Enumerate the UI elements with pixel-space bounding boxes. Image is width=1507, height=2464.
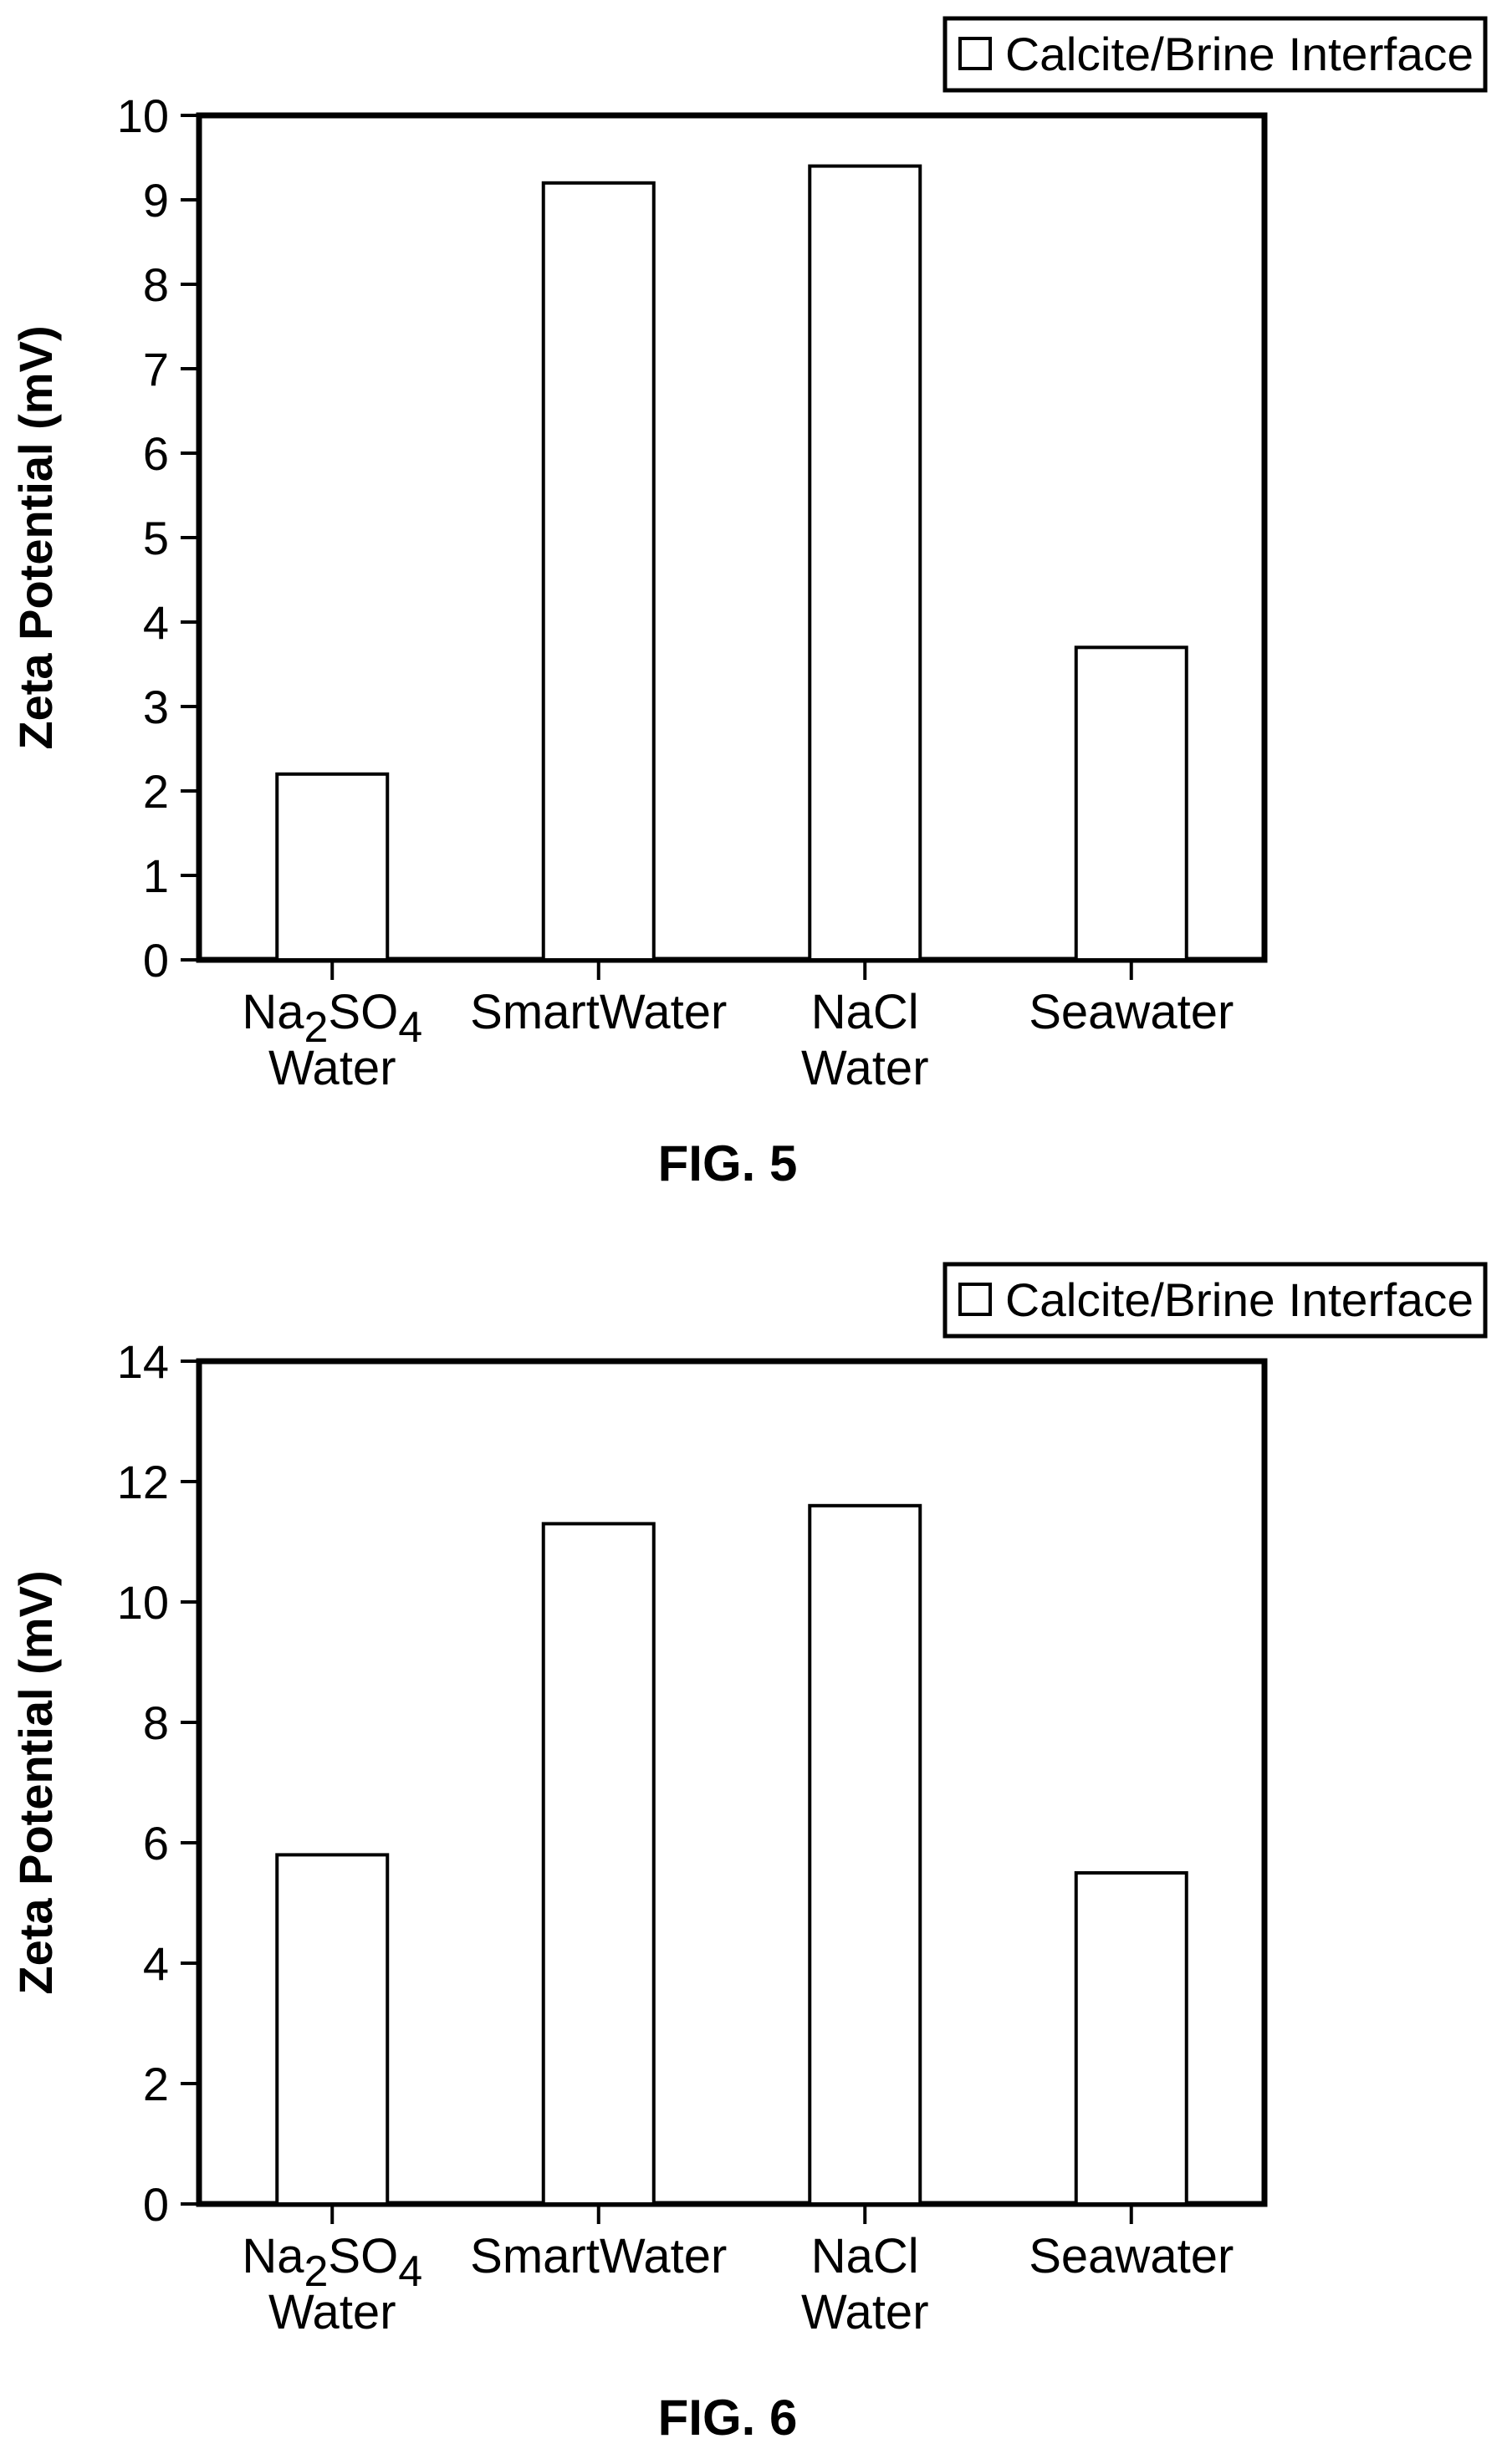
y-tick-label: 0: [143, 934, 169, 987]
bar: [1074, 645, 1188, 962]
bar: [1074, 1871, 1188, 2206]
y-tick-label: 9: [143, 174, 169, 227]
x-tick-label: SmartWater: [470, 985, 727, 1039]
x-tick-label: Na2SO4: [242, 985, 422, 1052]
y-tick-label: 6: [143, 427, 169, 480]
y-tick-label: 4: [143, 596, 169, 649]
y-tick-label: 2: [143, 765, 169, 818]
figure-5: 0 1 2 3 4 5 6 7 8 9 10 Zeta Potential (mV) Na2SO4 Wat…: [9, 16, 1488, 1191]
x-tick-label: Seawater: [1029, 2229, 1234, 2283]
legend-label: Calcite/Brine Interface: [1005, 1273, 1474, 1326]
x-tick-label: NaCl: [811, 2229, 919, 2283]
legend-box: [943, 1262, 1488, 1339]
y-axis-label: Zeta Potential (mV): [9, 325, 62, 749]
y-tick-label: 2: [143, 2058, 169, 2110]
y-tick-label: 8: [143, 1696, 169, 1749]
y-axis-label: Zeta Potential (mV): [9, 1570, 62, 1994]
legend-box: [943, 16, 1488, 93]
y-tick-label: 10: [117, 1576, 169, 1629]
figure-title: FIG. 5: [658, 1135, 798, 1191]
legend-swatch: [958, 1283, 992, 1316]
bar: [808, 1503, 922, 2206]
bar: [541, 181, 656, 962]
y-tick-label: 5: [143, 512, 169, 564]
bar: [541, 1522, 656, 2206]
y-tick-label: 1: [143, 849, 169, 902]
legend-label: Calcite/Brine Interface: [1005, 28, 1474, 80]
x-tick-label: Na2SO4: [242, 2229, 422, 2296]
figure-title: FIG. 6: [658, 2390, 798, 2446]
y-tick-label: 6: [143, 1817, 169, 1870]
x-tick-label: SmartWater: [470, 2229, 727, 2283]
x-tick-label-line2: Water: [268, 1041, 396, 1095]
bar: [808, 164, 922, 962]
plot-frame: [196, 1358, 1268, 2207]
x-tick-label: NaCl: [811, 985, 919, 1039]
bar: [275, 772, 390, 962]
legend-swatch: [958, 37, 992, 70]
figure-6: 0 2 4 6 8 10 12 14 Zeta Potential (mV) Na2SO4 Wate…: [0, 1237, 1507, 2464]
y-tick-label: 3: [143, 681, 169, 733]
y-tick-label: 14: [117, 1335, 169, 1388]
y-tick-label: 7: [143, 343, 169, 395]
x-tick-label: Seawater: [1029, 985, 1234, 1039]
x-tick-label-line2: Water: [801, 1041, 929, 1095]
x-tick-label-line2: Water: [801, 2285, 929, 2339]
y-tick-label: 0: [143, 2178, 169, 2231]
y-tick-label: 4: [143, 1937, 169, 1990]
y-tick-label: 8: [143, 258, 169, 311]
x-tick-label-line2: Water: [268, 2285, 396, 2339]
y-tick-label: 10: [117, 89, 169, 142]
bar: [275, 1853, 390, 2206]
y-tick-label: 12: [117, 1456, 169, 1508]
